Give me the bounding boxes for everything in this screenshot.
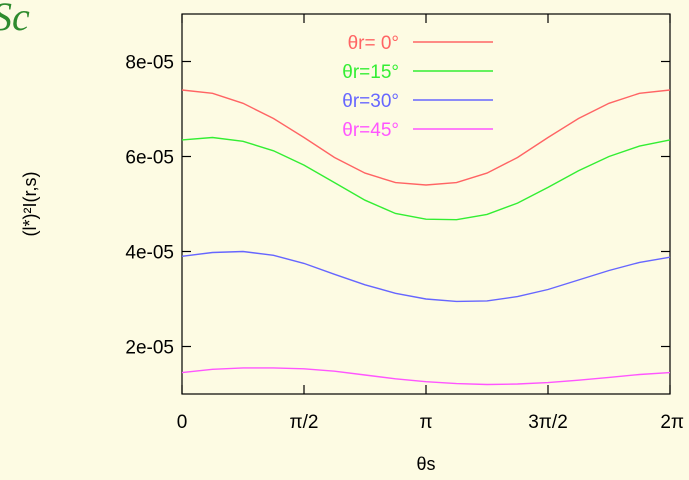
y-axis: 2e-05 4e-05 6e-05 8e-05 — [125, 53, 670, 359]
x-axis: 0 π/2 π 3π/2 2π — [177, 14, 684, 433]
y-axis-title: (l*)²I(r,s) — [20, 172, 40, 237]
series-line — [181, 250, 671, 303]
legend: θr= 0° θr=15° θr=30° θr=45° — [342, 33, 493, 141]
x-axis-title: θs — [416, 454, 435, 474]
series-line — [181, 89, 671, 186]
legend-label: θr=45° — [342, 120, 399, 141]
x-tick-label: 2π — [660, 412, 684, 433]
series-line — [181, 136, 671, 221]
y-tick-label: 8e-05 — [125, 53, 174, 74]
x-tick-label: π — [419, 412, 432, 433]
legend-label: θr= 0° — [348, 33, 399, 54]
x-tick-label: π/2 — [290, 412, 319, 433]
y-tick-label: 4e-05 — [125, 243, 174, 264]
x-tick-label: 3π/2 — [528, 412, 568, 433]
legend-label: θr=15° — [342, 62, 399, 83]
corner-glyph: Sc — [0, 0, 30, 39]
series-line — [181, 367, 671, 386]
y-tick-label: 2e-05 — [125, 338, 174, 359]
x-tick-label: 0 — [177, 412, 188, 433]
series-layer — [181, 89, 671, 386]
y-tick-label: 6e-05 — [125, 148, 174, 169]
legend-label: θr=30° — [342, 91, 399, 112]
